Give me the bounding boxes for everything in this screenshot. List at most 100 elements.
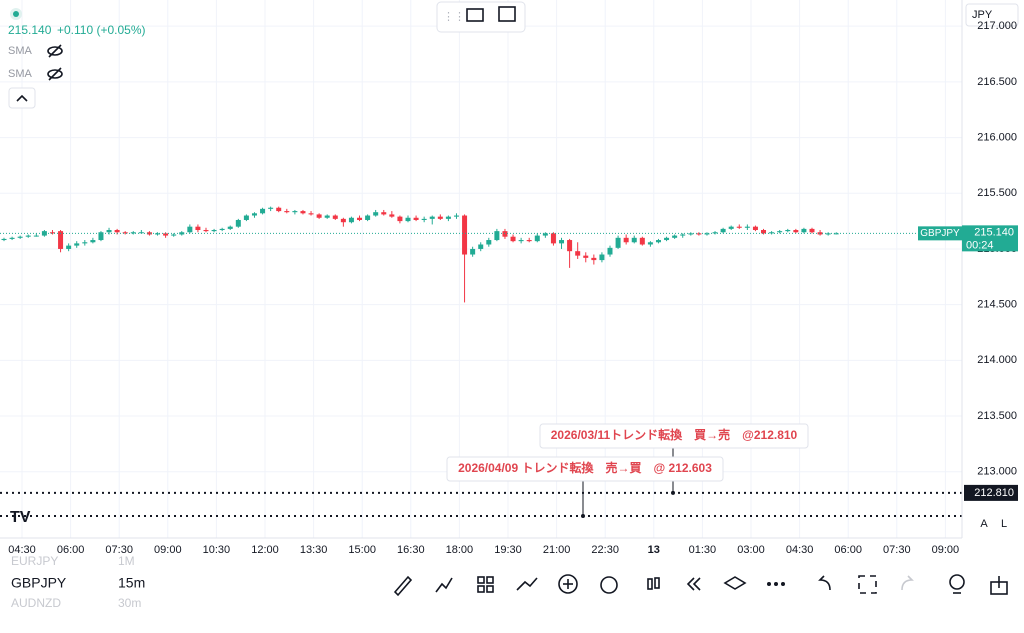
x-tick-label: 09:00 <box>932 544 960 556</box>
x-tick-label: 19:30 <box>494 544 522 556</box>
annotation-pin-dot <box>671 490 675 495</box>
candle-body <box>518 240 524 242</box>
candle-body <box>559 240 565 244</box>
logo: TV <box>10 509 31 526</box>
x-tick-label: 06:00 <box>57 544 85 556</box>
indicator: SMA <box>8 68 33 80</box>
collapse-button[interactable] <box>8 87 36 109</box>
candle-body <box>235 219 241 227</box>
candle-body <box>470 248 476 255</box>
candle-body <box>195 226 201 231</box>
y-tick-label: 213.500 <box>977 410 1017 422</box>
candle-body <box>833 233 839 235</box>
candle-body <box>631 237 637 243</box>
x-tick-label: 10:30 <box>203 544 231 556</box>
candle-body <box>542 233 548 236</box>
candle-body <box>324 215 330 218</box>
x-tick-label: 09:00 <box>154 544 182 556</box>
candle-body <box>82 242 88 244</box>
hide-icon[interactable] <box>47 67 63 81</box>
candle-body <box>429 216 435 219</box>
candle-body <box>251 213 257 216</box>
candle-body <box>494 231 500 241</box>
candle-body <box>340 218 346 223</box>
price-tag <box>962 225 1018 252</box>
annotation-text: 2026/04/09 トレンド転換 売→買 @ 212.603 <box>458 460 712 475</box>
interval: 1M <box>118 554 135 568</box>
y-tick-label: 216.500 <box>977 76 1017 88</box>
candle-body <box>316 214 322 218</box>
candle-body <box>219 228 225 231</box>
candle-body <box>389 214 395 217</box>
candle-body <box>445 216 451 219</box>
candle-body <box>373 212 379 216</box>
candle-body <box>437 216 443 219</box>
candle-body <box>74 243 80 246</box>
candle-body <box>308 213 314 215</box>
candle-body <box>793 230 799 233</box>
indicator: SMA <box>8 45 33 57</box>
candle-body <box>672 235 678 238</box>
interval: 30m <box>118 596 141 610</box>
candle-body <box>785 230 791 232</box>
candle-body <box>736 226 742 228</box>
x-tick-label: 03:00 <box>737 544 765 556</box>
bottom-icons[interactable] <box>393 574 1008 597</box>
candle-body <box>284 211 290 213</box>
candle-body <box>421 218 427 220</box>
x-tick-label: 22:30 <box>591 544 619 556</box>
candle-body <box>90 240 96 243</box>
candle-body <box>179 232 185 235</box>
candle-body <box>696 233 702 235</box>
candle-body <box>680 234 686 236</box>
candle-body <box>453 215 459 217</box>
candle-body <box>203 230 209 232</box>
x-tick-label: 21:00 <box>543 544 571 556</box>
interval[interactable]: 15m <box>118 575 145 591</box>
candle-body <box>163 233 169 236</box>
candle-body <box>728 226 734 229</box>
candle-body <box>704 233 710 235</box>
level-tag-text: 212.810 <box>974 487 1014 499</box>
price-tag-text: 215.140 <box>974 226 1014 238</box>
currency-button[interactable]: JPY <box>965 3 1019 27</box>
countdown: 00:24 <box>966 239 994 251</box>
x-tick-label: 12:00 <box>251 544 279 556</box>
candle-body <box>332 215 338 219</box>
candle-body <box>462 215 468 255</box>
y-tick-label: 215.500 <box>977 187 1017 199</box>
y-tick-label: 213.000 <box>977 466 1017 478</box>
candle-body <box>33 235 39 237</box>
candle-body <box>534 235 540 242</box>
candle-body <box>243 215 249 220</box>
candle-body <box>825 233 831 235</box>
x-tick-label: 13:30 <box>300 544 328 556</box>
candle-body <box>413 217 419 220</box>
symbol[interactable]: GBPJPY <box>11 575 67 591</box>
candle-body <box>348 217 354 223</box>
candle-body <box>1 238 7 241</box>
y-tick-label: 216.000 <box>977 131 1017 143</box>
log-button[interactable]: L <box>1001 518 1007 530</box>
candle-body <box>106 230 112 233</box>
auto-button[interactable]: A <box>980 518 988 530</box>
candle-body <box>599 254 605 261</box>
x-tick-label: 07:30 <box>883 544 911 556</box>
x-tick-label: 01:30 <box>689 544 717 556</box>
candle-body <box>688 233 694 235</box>
x-tick-label: 13 <box>648 544 660 556</box>
candle-body <box>639 237 645 245</box>
y-tick-label: 217.000 <box>977 20 1017 32</box>
candle-body <box>567 240 573 252</box>
floating-toolbar[interactable]: ⋮⋮ <box>436 1 526 33</box>
candle-body <box>300 211 306 214</box>
candle-body <box>502 231 508 237</box>
candle-body <box>187 226 193 233</box>
candle-body <box>761 230 767 234</box>
candle-body <box>292 211 298 213</box>
candle-body <box>712 232 718 234</box>
hide-icon[interactable] <box>47 44 63 58</box>
candle-body <box>41 231 47 236</box>
